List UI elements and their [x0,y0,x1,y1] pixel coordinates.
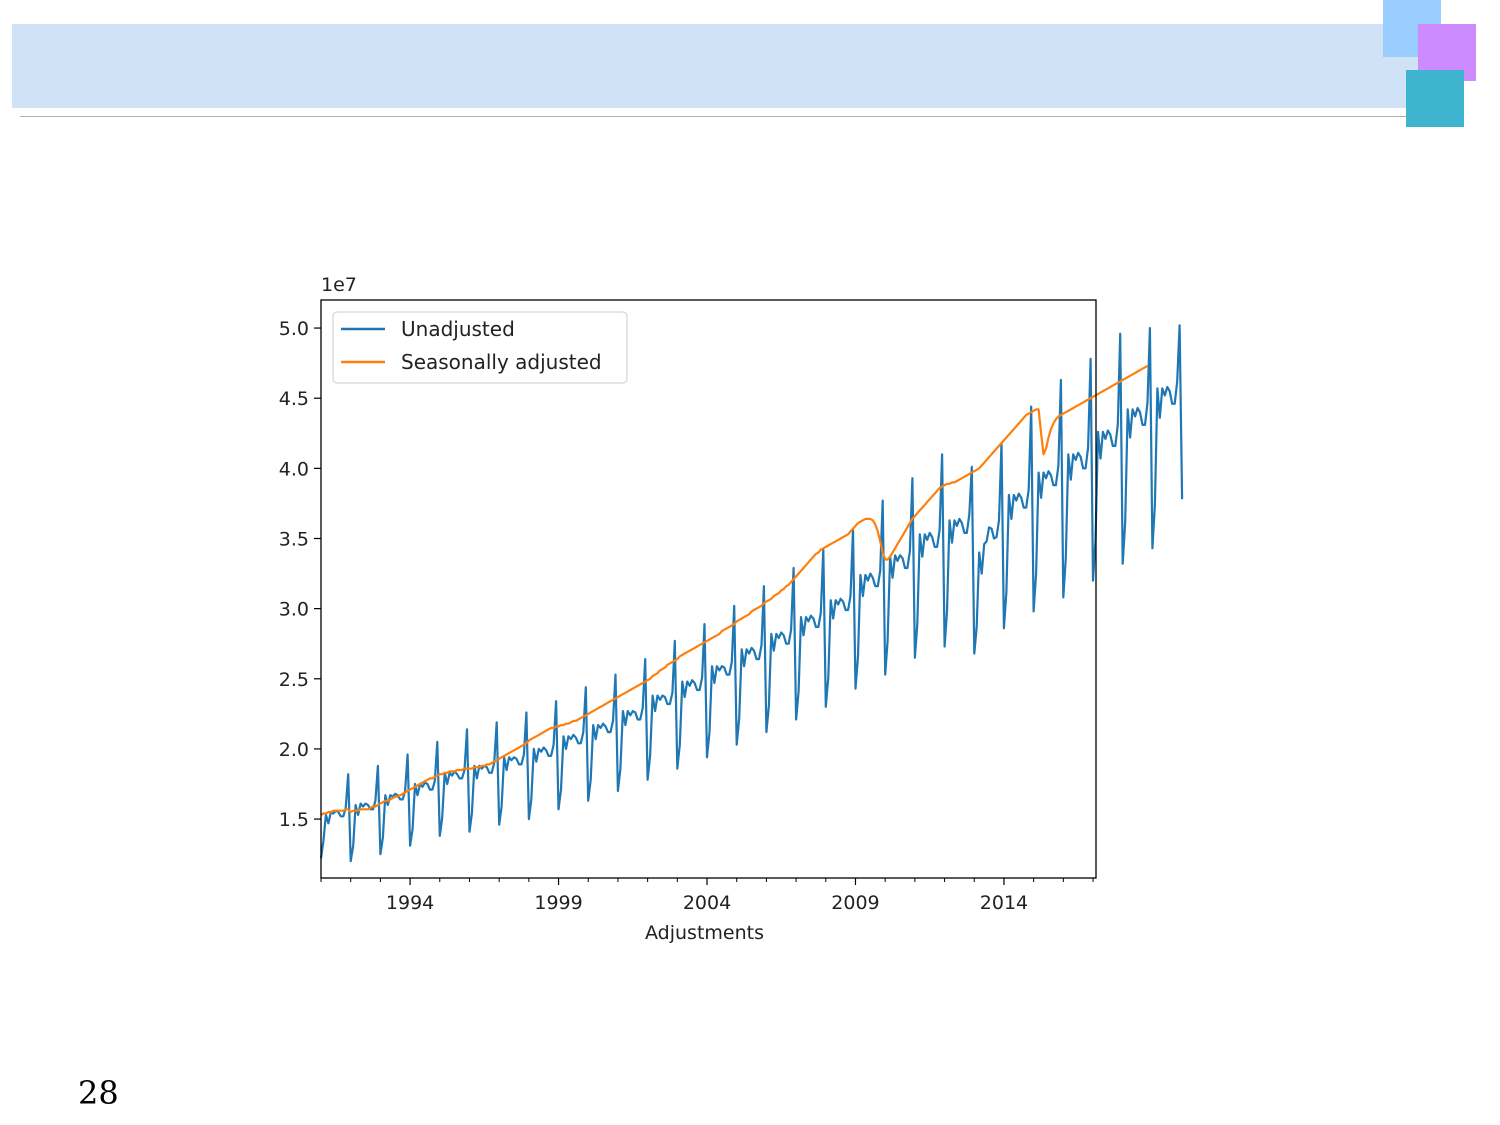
y-tick-label: 5.0 [279,318,309,340]
y-tick-label: 3.0 [279,599,309,621]
legend-entry-seasonally-adjusted: Seasonally adjusted [401,350,602,374]
header-band [12,24,1422,108]
series-line-unadjusted [319,324,1184,863]
legend-box [332,311,628,384]
y-tick-label: 4.0 [279,458,309,480]
y-tick-label: 2.5 [279,669,309,691]
y-tick-label: 1.5 [279,809,309,831]
y-tick-label: 2.0 [279,739,309,761]
series-layer [319,324,1184,863]
decorative-square-teal [1406,70,1464,127]
x-tick-label: 1994 [386,892,434,914]
y-axis-offset-label: 1e7 [321,274,357,296]
x-tick-label: 2014 [980,892,1028,914]
legend: Unadjusted Seasonally adjusted [332,311,628,384]
x-tick-label: 2004 [683,892,731,914]
x-axis-label: Adjustments [645,922,764,944]
x-tick-label: 1999 [534,892,582,914]
y-tick-label: 4.5 [279,388,309,410]
series-line-seasonally-adjusted [320,364,1149,816]
header-divider [20,116,1412,117]
plot-frame [320,299,1097,879]
legend-entry-unadjusted: Unadjusted [401,317,515,341]
y-tick-label: 3.5 [279,528,309,550]
ticks-layer: 1994 1999 2004 2009 2014 1.5 2.0 2.5 3.0 3.5 4.0 4.… [279,318,1094,914]
page-number: 28 [78,1074,119,1112]
x-tick-label: 2009 [831,892,879,914]
